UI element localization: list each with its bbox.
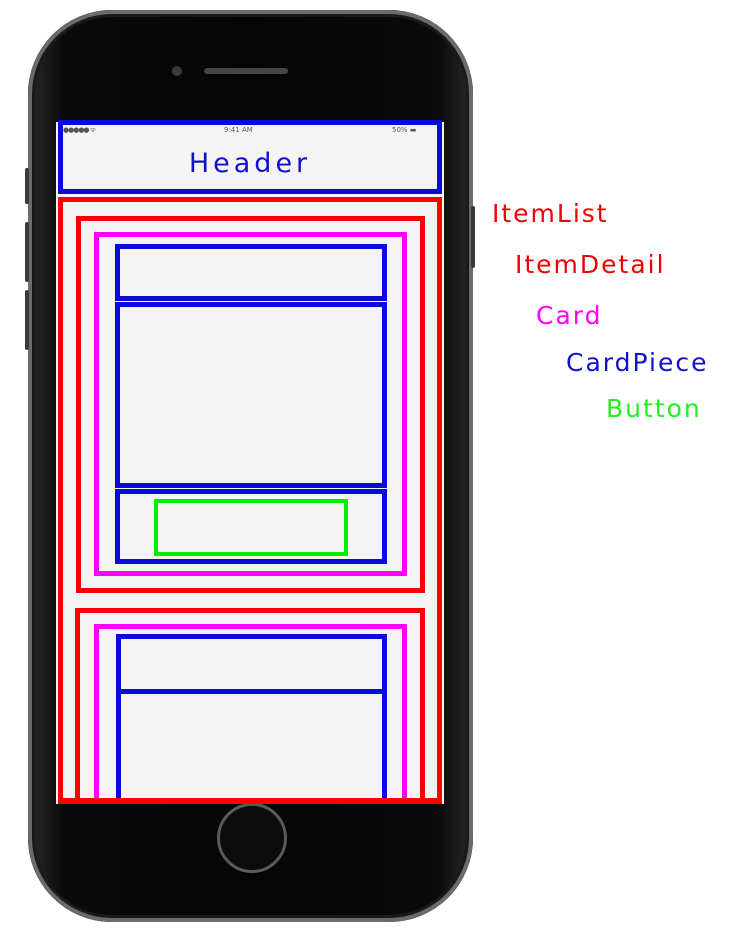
status-time: 9:41 AM [224,126,253,134]
legend-cardpiece: CardPiece [566,348,709,377]
itemdetail-box [76,216,425,593]
front-camera [172,66,182,76]
volume-down-button [25,290,29,350]
cardpiece-box [115,489,387,564]
cardpiece-box [115,244,387,301]
mute-switch [25,168,29,204]
header-box: Header [58,120,442,194]
earpiece-speaker [204,68,288,74]
legend-button: Button [606,394,702,423]
header-label: Header [188,147,312,179]
volume-up-button [25,222,29,282]
cardpiece-box [115,302,387,488]
itemlist-bottom-border [58,798,442,804]
itemdetail-box [75,608,425,804]
signal-indicator: ●●●●● ᯤ [63,126,96,134]
button-box [154,499,348,556]
legend-itemdetail: ItemDetail [515,250,666,279]
legend-card: Card [536,301,603,330]
cardpiece-box [116,634,387,694]
cardpiece-box [116,689,387,804]
power-button [471,206,475,268]
battery-indicator: 50% ▬ [392,126,417,134]
card-box [94,624,407,804]
card-box [94,232,407,576]
legend-itemlist: ItemList [492,199,609,228]
home-button [217,803,287,873]
